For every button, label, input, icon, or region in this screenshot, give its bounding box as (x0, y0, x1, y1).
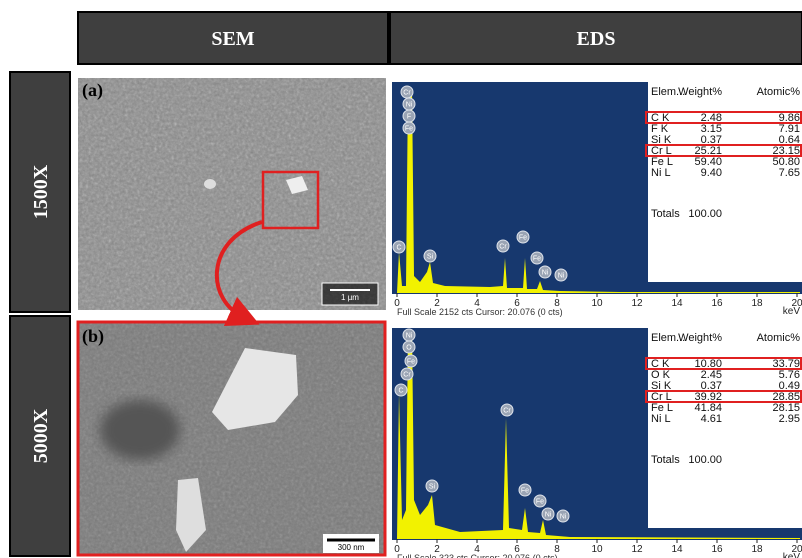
peak-label: Ni (542, 270, 549, 277)
sem-image (78, 322, 385, 555)
table-total: 100.00 (688, 208, 722, 220)
table-header: Atomic% (757, 332, 801, 344)
table-total-label: Totals (651, 208, 680, 220)
table-cell: 2.95 (779, 413, 800, 425)
x-tick-label: 10 (591, 544, 603, 555)
peak-label: Si (429, 484, 436, 491)
header-sem: SEM (211, 28, 254, 50)
magnification: 1500X (30, 164, 52, 219)
peak-label: Cr (403, 90, 411, 97)
table-cell: 9.40 (701, 167, 722, 179)
scale-bar: 300 nm (338, 543, 365, 552)
peak-label: Si (427, 254, 434, 261)
table-total-label: Totals (651, 454, 680, 466)
table-header: Weight% (678, 86, 722, 98)
peak-label: Ni (558, 273, 565, 280)
table-cell: 7.65 (779, 167, 800, 179)
peak-label: Fe (536, 499, 544, 506)
peak-label: Fe (519, 235, 527, 242)
peak-label: Cr (499, 244, 507, 251)
x-tick-label: 14 (671, 544, 683, 555)
scale-bar: 1 µm (341, 293, 359, 302)
peak-label: Fe (533, 256, 541, 263)
peak-label: Ni (545, 512, 552, 519)
x-tick-label: 16 (711, 544, 723, 555)
peak-label: Ni (560, 514, 567, 521)
peak-label: Ni (406, 102, 413, 109)
sem-image (78, 78, 386, 310)
table-header: Weight% (678, 332, 722, 344)
peak-label: Fe (405, 126, 413, 133)
table-cell: Ni L (651, 413, 671, 425)
x-tick-label: 12 (631, 544, 643, 555)
x-tick-label: 18 (751, 544, 763, 555)
table-cell: 4.61 (701, 413, 722, 425)
peak-label: Fe (521, 488, 529, 495)
magnification: 5000X (30, 408, 52, 463)
x-unit: keV (783, 552, 801, 558)
peak-label: Cr (503, 408, 511, 415)
spectrum-footer: Full Scale 323 cts Cursor: 20.076 (0 cts… (397, 553, 558, 558)
x-unit: keV (783, 306, 801, 317)
figure: SEM EDS 1500X 5000X (a) 1 µm (b) 300 nm … (0, 0, 802, 558)
table-total: 100.00 (688, 454, 722, 466)
peak-label: O (406, 345, 412, 352)
panel-label: (a) (82, 80, 103, 101)
peak-label: F (407, 114, 411, 121)
x-tick-label: 18 (751, 298, 763, 309)
table-header: Atomic% (757, 86, 801, 98)
x-tick-label: 16 (711, 298, 723, 309)
header-eds: EDS (577, 28, 616, 50)
peak-label: Ni (406, 333, 413, 340)
panel-label: (b) (82, 326, 104, 347)
peak-label: Fe (407, 359, 415, 366)
peak-label: C (396, 245, 401, 252)
x-tick-label: 10 (591, 298, 603, 309)
spectrum-footer: Full Scale 2152 cts Cursor: 20.076 (0 ct… (397, 307, 563, 317)
peak-label: Cr (403, 372, 411, 379)
table-cell: Ni L (651, 167, 671, 179)
peak-label: C (398, 388, 403, 395)
x-tick-label: 12 (631, 298, 643, 309)
x-tick-label: 14 (671, 298, 683, 309)
